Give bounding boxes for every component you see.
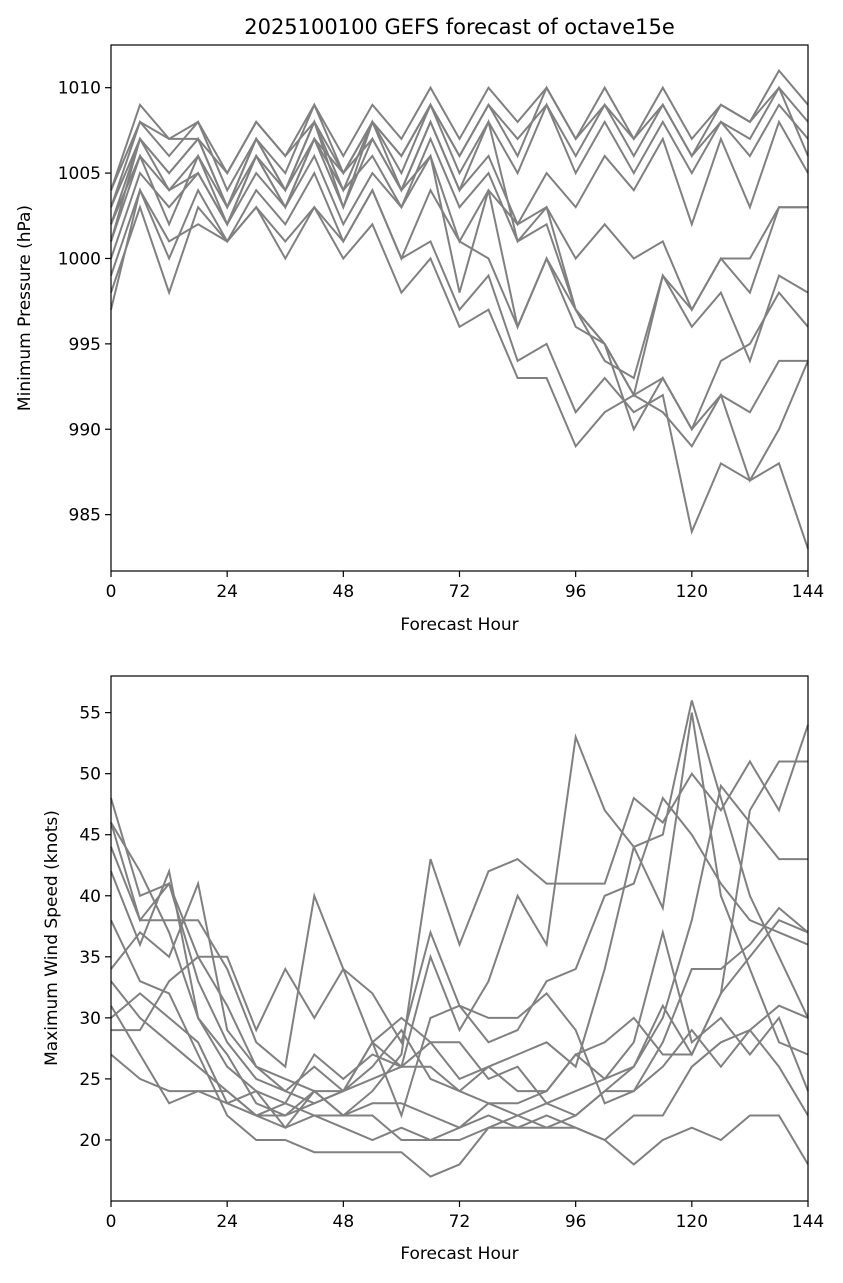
y-tick-label: 55 <box>79 704 101 724</box>
series-line-member-8 <box>110 187 809 483</box>
wind-x-label: Forecast Hour <box>400 1244 518 1264</box>
y-tick-label: 1010 <box>58 79 101 99</box>
wind-axes: 0 24 48 72 96 120 144 20 25 30 35 40 45 50 55 <box>79 675 824 1232</box>
x-tick-label: 120 <box>676 582 708 602</box>
series-line-member-9 <box>110 783 808 1178</box>
series-line-member-11 <box>111 906 809 1105</box>
series-line-member-8 <box>110 1053 809 1166</box>
y-tick-label: 1000 <box>58 249 101 269</box>
series-line-member-10 <box>110 136 809 432</box>
series-line-member-6 <box>110 170 808 432</box>
pressure-axes: 0 24 48 72 96 120 144 985 990 995 1000 1005 1010 <box>58 44 824 602</box>
y-tick-label: 45 <box>79 826 101 846</box>
x-tick-label: 72 <box>449 1212 471 1232</box>
x-tick-label: 0 <box>106 1212 117 1232</box>
y-tick-label: 985 <box>69 506 101 526</box>
series-line-member-12 <box>110 118 808 398</box>
series-lines <box>110 700 809 1178</box>
series-line-member-4 <box>110 724 809 1117</box>
x-tick-label: 48 <box>333 1212 355 1232</box>
pressure-y-label: Minimum Pressure (hPa) <box>15 205 35 411</box>
x-tick-label: 120 <box>676 1212 708 1232</box>
x-tick-label: 96 <box>565 582 587 602</box>
x-tick-label: 0 <box>106 582 117 602</box>
series-line-member-9 <box>110 85 809 191</box>
x-tick-label: 72 <box>449 582 471 602</box>
series-line-member-1 <box>110 700 809 1093</box>
pressure-x-label: Forecast Hour <box>400 615 518 635</box>
y-tick-label: 1005 <box>58 164 101 184</box>
x-tick-label: 48 <box>333 582 355 602</box>
y-tick-label: 35 <box>79 948 101 968</box>
y-tick-label: 25 <box>79 1070 101 1090</box>
series-line-member-2 <box>110 712 809 1105</box>
x-tick-label: 96 <box>565 1212 587 1232</box>
y-tick-label: 30 <box>79 1009 101 1029</box>
chart-title: 2025100100 GEFS forecast of octave15e <box>244 15 675 39</box>
y-tick-label: 990 <box>69 420 101 440</box>
series-lines <box>110 68 809 550</box>
y-tick-label: 20 <box>79 1131 101 1151</box>
y-tick-label: 50 <box>79 765 101 785</box>
x-tick-label: 24 <box>216 582 238 602</box>
y-tick-label: 40 <box>79 887 101 907</box>
x-tick-label: 144 <box>792 1212 824 1232</box>
series-line-member-7 <box>110 187 809 550</box>
x-tick-label: 24 <box>216 1212 238 1232</box>
series-line-member-6 <box>110 992 809 1130</box>
series-line-member-11 <box>110 136 809 380</box>
x-tick-label: 144 <box>792 582 824 602</box>
axes-frame <box>110 675 809 1202</box>
y-tick-label: 995 <box>69 335 101 355</box>
series-line-member-5 <box>110 760 808 1105</box>
wind-y-label: Maximum Wind Speed (knots) <box>42 810 62 1066</box>
series-line-member-12 <box>110 918 809 1117</box>
